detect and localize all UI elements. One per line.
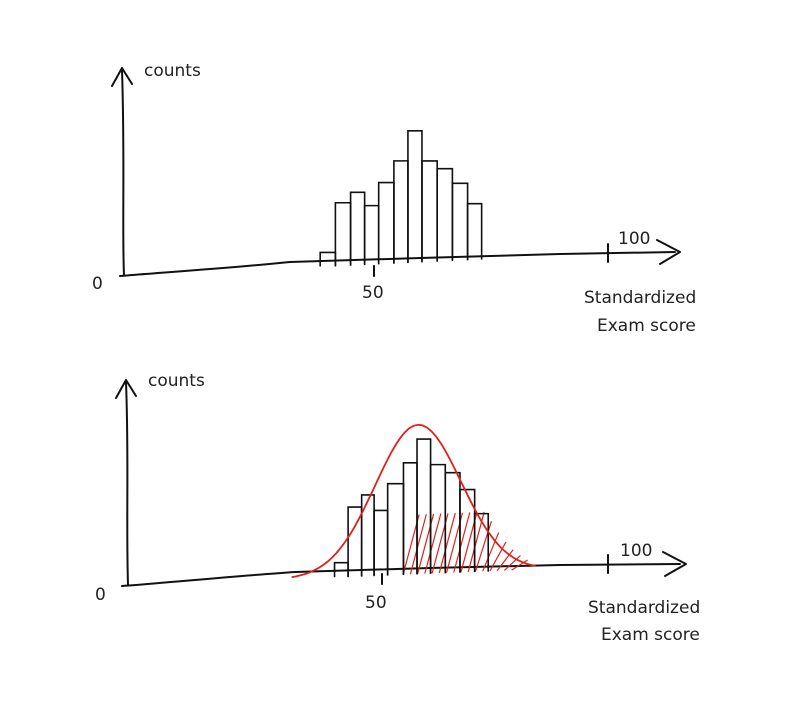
bottom-x-axis-arrow bbox=[662, 551, 687, 577]
bottom-x-axis-label-line2: Exam score bbox=[601, 625, 700, 645]
bottom-x-axis bbox=[121, 563, 681, 587]
top-bar-10 bbox=[451, 182, 469, 261]
bottom-bar-3 bbox=[360, 494, 375, 577]
top-origin-label: 0 bbox=[92, 274, 103, 294]
bottom-chart: counts 0 50 100 Standardized Exam score bbox=[95, 371, 700, 645]
bottom-hatch-line-16 bbox=[511, 559, 528, 571]
bottom-bar-5 bbox=[386, 482, 405, 576]
top-bars bbox=[319, 130, 483, 267]
top-bar-5 bbox=[377, 181, 395, 264]
bottom-x-axis-label-line1: Standardized bbox=[588, 598, 700, 618]
bottom-bars bbox=[333, 438, 490, 578]
top-bar-11 bbox=[466, 202, 483, 260]
top-x-axis bbox=[119, 251, 676, 277]
top-bar-3 bbox=[349, 191, 366, 266]
bottom-bar-11 bbox=[473, 512, 490, 572]
top-bar-6 bbox=[393, 160, 409, 264]
top-x-axis-arrow bbox=[656, 239, 681, 265]
bottom-bar-7 bbox=[416, 438, 432, 574]
top-bar-7 bbox=[407, 130, 423, 263]
bottom-tick-label-50: 50 bbox=[365, 593, 387, 613]
top-bar-8 bbox=[421, 160, 438, 262]
bottom-tick-label-100: 100 bbox=[620, 541, 652, 561]
bottom-hatch-line-14 bbox=[496, 549, 514, 572]
top-y-axis bbox=[121, 69, 125, 276]
bottom-origin-label: 0 bbox=[95, 585, 106, 605]
top-x-axis-label-line2: Exam score bbox=[597, 316, 696, 336]
bottom-hatch-line-2 bbox=[409, 514, 427, 575]
top-x-axis-label-line1: Standardized bbox=[584, 288, 696, 308]
top-chart: counts 0 50 100 Standardized Exam score bbox=[92, 61, 696, 336]
bottom-shaded-area bbox=[402, 511, 528, 575]
bottom-bar-4 bbox=[373, 509, 389, 576]
bottom-y-axis-label: counts bbox=[148, 371, 205, 391]
bottom-hatch-line-15 bbox=[503, 555, 521, 571]
top-bar-9 bbox=[436, 167, 454, 262]
top-tick-label-100: 100 bbox=[618, 229, 650, 249]
bottom-hatch-line-6 bbox=[438, 512, 456, 574]
bottom-hatch-line-12 bbox=[482, 532, 500, 572]
bottom-hatch-line-4 bbox=[424, 513, 442, 574]
bottom-hatch-line-8 bbox=[453, 512, 471, 573]
bottom-y-axis-arrow bbox=[115, 379, 137, 399]
top-y-axis-arrow bbox=[111, 67, 133, 87]
top-bar-1 bbox=[319, 251, 337, 267]
top-bar-2 bbox=[334, 201, 352, 266]
bottom-hatch-line-11 bbox=[474, 521, 493, 572]
top-bar-4 bbox=[363, 204, 380, 265]
bottom-density-curve bbox=[291, 423, 536, 579]
bottom-hatch-line-13 bbox=[489, 541, 507, 572]
top-tick-label-50: 50 bbox=[362, 283, 384, 303]
top-y-axis-label: counts bbox=[144, 61, 201, 81]
bottom-y-axis bbox=[125, 381, 129, 586]
